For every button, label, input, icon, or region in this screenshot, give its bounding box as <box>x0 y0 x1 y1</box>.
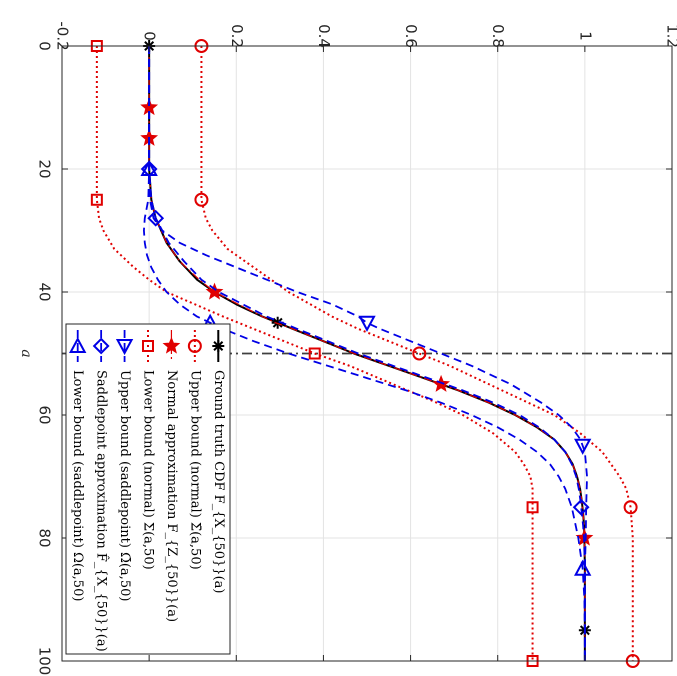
marker-lower-normal <box>308 347 321 360</box>
legend-entry-lower-saddle: Lower bound (saddlepoint) Ω(a,50) <box>69 330 87 601</box>
legend-marker <box>212 340 225 352</box>
marker-lower-saddle <box>140 159 158 176</box>
y-tick-label: 1.2 <box>664 24 677 48</box>
y-tick-label: -0.2 <box>54 21 72 50</box>
legend-entry-upper-normal: Upper bound (normal) Σ̄(a,50) <box>187 330 202 570</box>
y-tick-label: 0.8 <box>489 24 507 48</box>
legend: Ground truth CDF F_{X_{50}}(a) Upper boun… <box>65 323 231 655</box>
series-line-lower-saddle <box>143 46 586 661</box>
marker-upper-normal <box>412 346 427 361</box>
y-tick-label: 0.4 <box>315 24 333 48</box>
marker-truth-stroke <box>272 317 283 328</box>
marker-lower-saddle <box>574 559 592 576</box>
legend-entry-lower-normal: Lower bound (normal) Σ(a,50) <box>141 330 156 570</box>
marker-saddle-approx <box>572 498 590 516</box>
legend-label: Saddlepoint approximation F̂_{X_{50}}(a) <box>94 370 110 652</box>
legend-label: Normal approximation F_{Z_{50}}(a) <box>164 370 179 622</box>
legend-marker <box>187 339 202 353</box>
legend-label: Lower bound (saddlepoint) Ω(a,50) <box>70 370 85 601</box>
marker-lower-normal <box>90 193 103 206</box>
marker-upper-saddle <box>574 438 592 455</box>
y-tick-label: 0 <box>141 31 159 41</box>
marker-saddle-approx <box>147 209 165 227</box>
y-tick-label: 1 <box>576 31 594 41</box>
marker-normal-approx <box>205 282 224 300</box>
legend-label: Upper bound (saddlepoint) Ω̄(a,50) <box>117 370 132 601</box>
x-axis-label: a <box>18 349 34 357</box>
series-line-lower-normal <box>95 46 534 661</box>
plot-frame <box>61 45 673 662</box>
marker-upper-saddle <box>358 315 376 332</box>
legend-marker <box>92 337 110 355</box>
legend-marker <box>162 336 181 354</box>
legend-label: Ground truth CDF F_{X_{50}}(a) <box>211 370 226 593</box>
x-tick-label: 80 <box>36 528 54 547</box>
legend-label: Upper bound (normal) Σ̄(a,50) <box>187 370 202 570</box>
legend-marker <box>115 339 134 356</box>
marker-lower-normal <box>526 501 539 514</box>
series-line-saddle-approx <box>148 46 586 661</box>
marker-truth <box>271 316 284 329</box>
x-tick-label: 60 <box>36 405 54 424</box>
y-tick-label: 0.6 <box>402 24 420 48</box>
x-tick-label: 100 <box>36 647 54 676</box>
legend-marker-stroke <box>213 341 224 351</box>
legend-label: Lower bound (normal) Σ(a,50) <box>141 370 156 570</box>
x-tick-label: 40 <box>36 282 54 301</box>
marker-upper-normal <box>623 500 638 515</box>
legend-entry-upper-saddle: Upper bound (saddlepoint) Ω̄(a,50) <box>115 330 134 601</box>
y-tick-label: 0.2 <box>228 24 246 48</box>
marker-upper-normal <box>194 192 209 207</box>
legend-entry-saddle-approx: Saddlepoint approximation F̂_{X_{50}}(a) <box>92 330 110 652</box>
legend-box <box>65 323 231 655</box>
legend-marker <box>69 336 87 353</box>
legend-entry-truth: Ground truth CDF F_{X_{50}}(a) <box>211 330 226 593</box>
legend-marker <box>142 340 154 352</box>
x-tick-label: 0 <box>36 41 54 51</box>
x-tick-label: 20 <box>36 159 54 178</box>
legend-entry-normal-approx: Normal approximation F_{Z_{50}}(a) <box>162 330 181 622</box>
